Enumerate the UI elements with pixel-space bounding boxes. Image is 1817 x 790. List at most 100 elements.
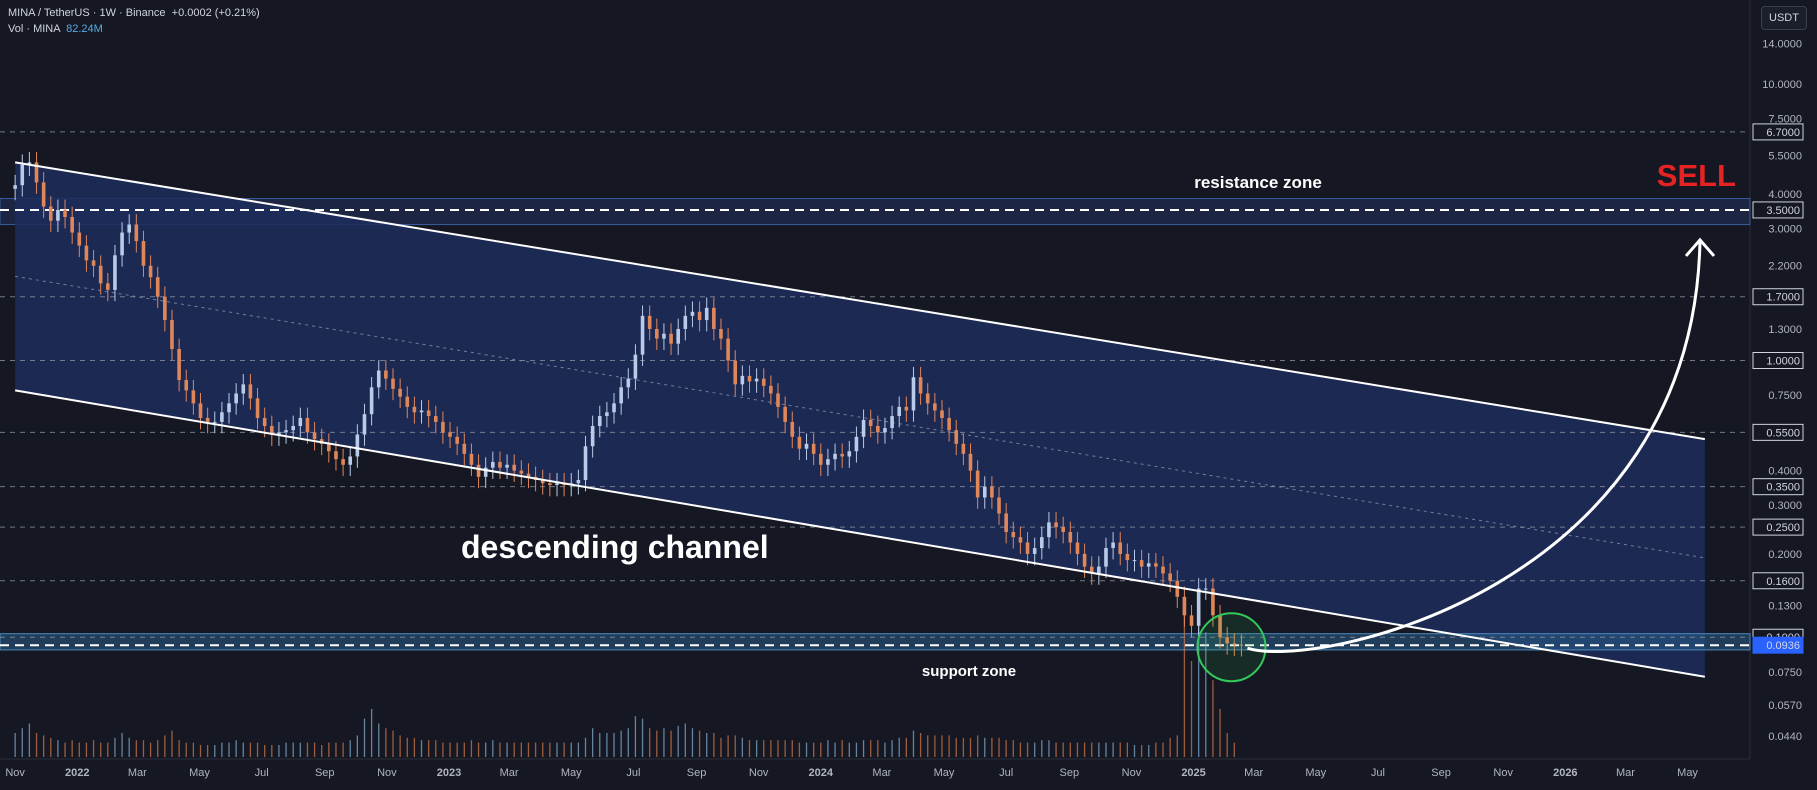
candle-body	[540, 480, 545, 484]
candle-body	[704, 307, 709, 321]
candle-body	[312, 432, 317, 440]
candle-body	[776, 393, 780, 407]
candle-body	[975, 470, 980, 498]
candle-body	[868, 419, 873, 426]
y-axis-tick-label: 14.0000	[1762, 38, 1802, 50]
volume-value: 82.24M	[66, 23, 103, 35]
candle-body	[241, 384, 246, 394]
x-axis-tick-label: 2026	[1553, 767, 1577, 779]
price-level-label: 0.3500	[1766, 482, 1800, 494]
candle-body	[761, 378, 766, 386]
candle-body	[747, 375, 752, 382]
x-axis-tick-label: Sep	[687, 767, 707, 779]
candle-body	[141, 241, 146, 266]
descending-channel-label: descending channel	[461, 529, 769, 565]
candle-body	[41, 182, 46, 207]
x-axis-tick-label: Sep	[1431, 767, 1451, 779]
candle-body	[412, 406, 417, 413]
candle-body	[391, 378, 395, 389]
candle-body	[441, 421, 445, 433]
candle-body	[327, 443, 331, 452]
candle-body	[1203, 588, 1208, 590]
candle-body	[925, 393, 930, 404]
candle-body	[184, 380, 189, 391]
candle-body	[369, 387, 374, 415]
candle-body	[1175, 580, 1180, 597]
candle-body	[91, 260, 96, 266]
price-level-label-box	[1752, 423, 1804, 441]
candle-body	[790, 421, 795, 437]
candle-body	[1132, 560, 1137, 562]
projection-arrowhead	[1684, 237, 1716, 257]
price-level-label: 0.2500	[1766, 522, 1800, 534]
candle-body	[1232, 643, 1237, 645]
candle-body	[1125, 553, 1130, 561]
candle-body	[48, 206, 53, 221]
candle-body	[1025, 542, 1030, 554]
candle-body	[248, 384, 253, 399]
x-axis-tick-label: Mar	[872, 767, 891, 779]
candle-body	[833, 453, 837, 460]
candle-body	[98, 265, 103, 284]
x-axis-tick-label: Nov	[749, 767, 769, 779]
sell-label: SELL	[1657, 158, 1736, 193]
highlight-circle	[1196, 612, 1267, 683]
x-axis-tick-label: May	[1305, 767, 1326, 779]
candle-body	[640, 315, 645, 355]
candle-body	[1104, 548, 1108, 567]
candle-body	[676, 328, 680, 344]
candle-body	[462, 443, 467, 454]
candle-body	[576, 480, 581, 484]
candle-body	[27, 162, 32, 165]
channel-midline	[15, 275, 1705, 559]
price-level-label-box	[1752, 288, 1804, 306]
candle-body	[690, 311, 695, 316]
candle-body	[519, 470, 524, 474]
candle-body	[1011, 532, 1016, 538]
candle-body	[1189, 615, 1194, 626]
candle-body	[277, 432, 281, 435]
currency-button[interactable]: USDT	[1761, 6, 1807, 30]
x-axis-tick-label: Jul	[999, 767, 1013, 779]
candle-body	[1118, 542, 1123, 554]
candle-body	[170, 320, 174, 350]
candle-body	[1146, 563, 1151, 567]
candle-body	[505, 464, 509, 468]
candle-body	[918, 377, 923, 394]
candle-body	[1239, 644, 1244, 646]
x-axis-tick-label: May	[189, 767, 210, 779]
candle-body	[120, 232, 124, 256]
candle-body	[362, 414, 367, 435]
candle-body	[13, 185, 17, 189]
candle-body	[997, 497, 1001, 514]
channel-lower-line	[14, 389, 1706, 678]
candle-body	[726, 338, 730, 361]
x-axis-tick-label: Nov	[5, 767, 25, 779]
price-level-label-box	[1752, 518, 1804, 536]
candle-body	[291, 425, 295, 431]
candle-body	[847, 451, 852, 457]
price-level-label: 0.5500	[1766, 427, 1800, 439]
candle-body	[890, 416, 894, 429]
candle-body	[904, 406, 909, 411]
x-axis-tick-label: May	[1677, 767, 1698, 779]
candle-body	[605, 412, 609, 417]
candle-body	[590, 425, 595, 447]
candle-body	[961, 443, 966, 454]
candle-body	[826, 459, 830, 465]
candle-body	[483, 467, 488, 477]
candle-body	[212, 421, 217, 423]
candle-body	[34, 162, 39, 183]
y-axis-tick-label: 2.2000	[1768, 261, 1802, 273]
candle-body	[526, 473, 531, 477]
candle-body	[1196, 588, 1201, 626]
candle-body	[883, 428, 887, 433]
candle-body	[982, 486, 987, 498]
y-axis-tick-label: 7.5000	[1768, 113, 1802, 125]
price-level-label-box	[1752, 352, 1804, 370]
candle-body	[234, 393, 238, 404]
candle-body	[198, 403, 203, 418]
x-axis-tick-label: Sep	[1060, 767, 1080, 779]
candle-body	[647, 315, 652, 329]
